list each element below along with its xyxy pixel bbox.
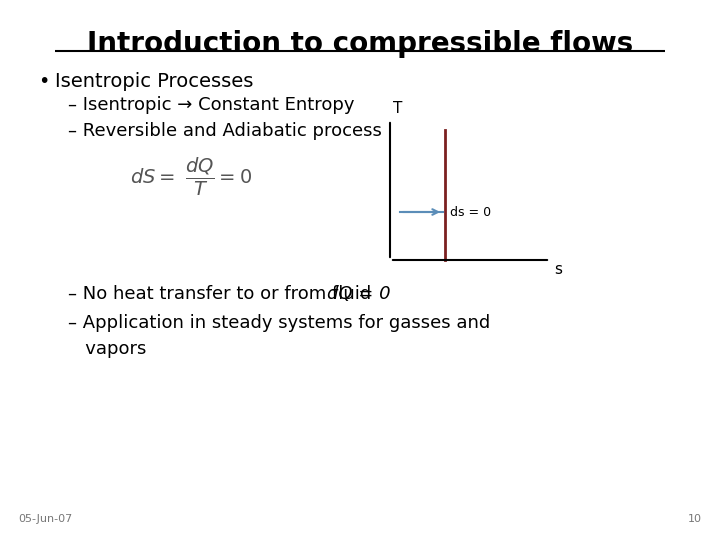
Text: Isentropic Processes: Isentropic Processes [55,72,253,91]
Text: $dS = \ \dfrac{dQ}{T} = 0$: $dS = \ \dfrac{dQ}{T} = 0$ [130,156,252,198]
Text: dQ = 0: dQ = 0 [327,285,391,303]
Text: vapors: vapors [68,340,146,358]
Text: s: s [554,262,562,277]
Text: – Application in steady systems for gasses and: – Application in steady systems for gass… [68,314,490,332]
Text: •: • [38,72,50,91]
Text: – Reversible and Adiabatic process: – Reversible and Adiabatic process [68,122,382,140]
Text: Introduction to compressible flows: Introduction to compressible flows [87,30,633,58]
Text: T: T [393,101,402,116]
Text: 10: 10 [688,514,702,524]
Text: 05-Jun-07: 05-Jun-07 [18,514,72,524]
Text: – No heat transfer to or from fluid: – No heat transfer to or from fluid [68,285,377,303]
Text: ds = 0: ds = 0 [450,206,491,219]
Text: – Isentropic → Constant Entropy: – Isentropic → Constant Entropy [68,96,354,114]
